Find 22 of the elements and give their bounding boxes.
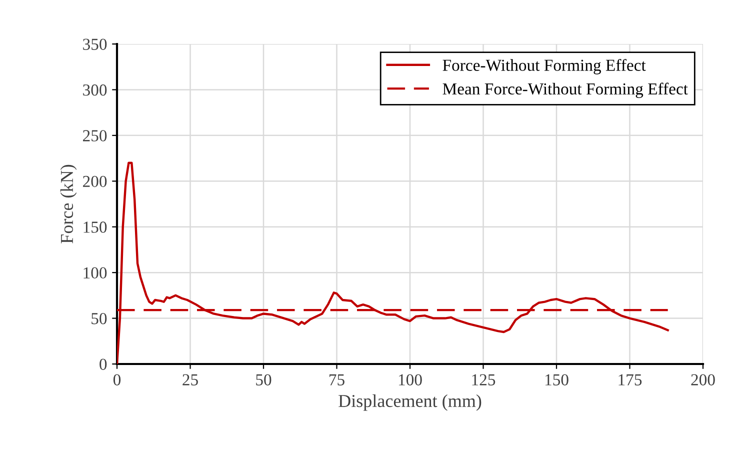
y-tick-label: 200	[83, 176, 107, 188]
x-tick-label: 125	[472, 374, 496, 386]
x-tick-label: 25	[182, 374, 198, 386]
y-tick-label: 250	[83, 130, 107, 142]
y-tick-label: 300	[83, 84, 107, 96]
y-axis-title: Force (kN)	[60, 164, 77, 244]
x-tick-label: 100	[398, 374, 422, 386]
y-tick-label: 50	[92, 312, 107, 324]
y-tick-label: 350	[83, 38, 107, 50]
x-tick-label: 50	[256, 374, 272, 386]
y-tick-label: 150	[84, 222, 107, 233]
x-tick-label: 75	[330, 374, 344, 386]
x-axis-title: Displacement (mm)	[338, 394, 482, 411]
x-tick-label: 175	[618, 374, 642, 386]
x-tick-label: 150	[545, 374, 568, 386]
line-series	[117, 162, 669, 364]
y-tick-label: 100	[84, 267, 107, 279]
x-tick-label: 200	[691, 374, 715, 386]
legend-label: Mean Force-Without Forming Effect	[442, 82, 688, 98]
x-tick-label: 0	[113, 374, 121, 386]
y-tick-label: 0	[100, 358, 107, 370]
legend-label: Force-Without Forming Effect	[442, 59, 646, 74]
